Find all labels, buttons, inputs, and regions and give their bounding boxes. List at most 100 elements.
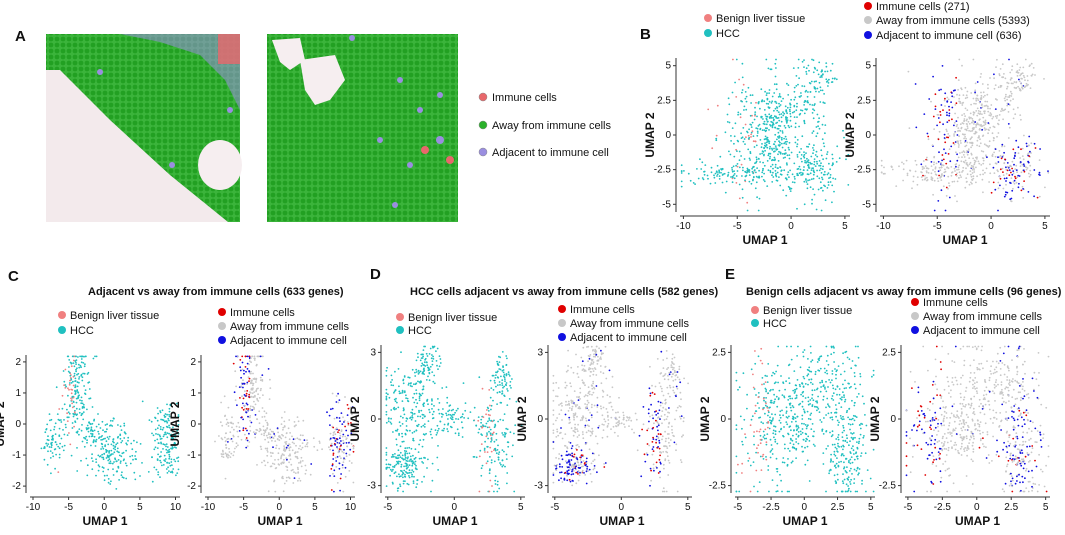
scatter-point [820, 386, 822, 388]
scatter-point [47, 450, 49, 453]
scatter-point [406, 457, 409, 460]
scatter-point [400, 465, 403, 468]
scatter-point [765, 402, 767, 405]
scatter-point [492, 399, 494, 402]
scatter-point [566, 403, 569, 406]
scatter-point [484, 425, 487, 428]
scatter-point [760, 146, 763, 149]
scatter-point [667, 411, 669, 414]
scatter-point [108, 435, 111, 438]
scatter-point [73, 372, 76, 375]
scatter-point [606, 411, 609, 414]
scatter-point [957, 142, 960, 145]
scatter-point [422, 402, 425, 405]
scatter-point [75, 401, 78, 404]
scatter-point [251, 355, 254, 358]
scatter-point [165, 443, 168, 445]
scatter-point [86, 441, 88, 444]
scatter-point [766, 160, 769, 162]
scatter-point [335, 466, 338, 468]
scatter-point [336, 438, 339, 441]
scatter-point [982, 173, 984, 176]
x-axis-title: UMAP 1 [82, 514, 127, 528]
scatter-point [720, 168, 722, 170]
scatter-point [649, 365, 651, 368]
scatter-point [254, 403, 257, 406]
scatter-point [981, 128, 984, 131]
scatter-point [226, 453, 229, 456]
scatter-point [112, 474, 115, 476]
scatter-point [129, 455, 132, 458]
scatter-point [570, 447, 573, 450]
scatter-point [958, 94, 961, 97]
scatter-point [797, 58, 800, 61]
scatter-point [301, 446, 304, 449]
scatter-point [105, 440, 108, 443]
scatter-point [55, 443, 58, 446]
scatter-point [478, 490, 481, 493]
scatter-point [581, 360, 584, 363]
scatter-point [658, 458, 661, 461]
scatter-point [796, 355, 798, 357]
scatter-point [556, 430, 559, 433]
scatter-point [556, 395, 559, 398]
scatter-point [1003, 73, 1005, 75]
scatter-point [789, 169, 791, 172]
scatter-point [611, 375, 614, 378]
scatter-point [966, 151, 968, 154]
scatter-point [486, 460, 489, 463]
scatter-point [783, 137, 785, 140]
scatter-point [389, 421, 392, 424]
scatter-point [1015, 81, 1018, 84]
scatter-point [757, 355, 760, 358]
scatter-point [1013, 81, 1016, 83]
scatter-point [568, 460, 571, 463]
scatter-point [162, 435, 165, 438]
scatter-point [564, 386, 567, 389]
scatter-point [592, 460, 594, 462]
scatter-point [1017, 152, 1020, 155]
scatter-point [410, 418, 413, 421]
scatter-point [591, 387, 594, 390]
scatter-point [984, 119, 987, 122]
scatter-point [73, 413, 76, 416]
scatter-point [662, 394, 665, 397]
scatter-point [344, 466, 347, 469]
scatter-point [85, 428, 88, 431]
scatter-point [661, 438, 663, 441]
scatter-point [1020, 82, 1022, 85]
scatter-point [306, 439, 308, 442]
scatter-point [714, 172, 717, 175]
scatter-point [256, 355, 259, 358]
scatter-point [782, 114, 785, 117]
scatter-point [418, 397, 421, 399]
scatter-point [558, 404, 560, 406]
scatter-point [433, 374, 436, 377]
scatter-point [579, 471, 581, 474]
scatter-point [494, 424, 497, 427]
scatter-point [663, 418, 666, 421]
scatter-point [574, 428, 577, 431]
scatter-point [80, 366, 82, 369]
scatter-point [651, 391, 654, 394]
scatter-point [1030, 74, 1033, 77]
scatter-point [784, 149, 787, 152]
scatter-point [759, 139, 762, 141]
scatter-point [781, 490, 783, 493]
scatter-point [783, 426, 785, 428]
scatter-point [76, 367, 78, 370]
scatter-point [777, 117, 780, 119]
scatter-point [1014, 152, 1017, 154]
scatter-point [75, 407, 78, 410]
scatter-point [821, 168, 824, 171]
scatter-point [155, 468, 158, 471]
scatter-point [590, 384, 593, 387]
scatter-point [796, 154, 799, 156]
scatter-point [648, 444, 650, 447]
scatter-point [473, 419, 475, 422]
legend-away: Away from immune cells [492, 120, 611, 132]
scatter-point [296, 416, 299, 418]
scatter-points [214, 355, 355, 493]
scatter-point [771, 125, 774, 127]
scatter-point [390, 409, 393, 411]
